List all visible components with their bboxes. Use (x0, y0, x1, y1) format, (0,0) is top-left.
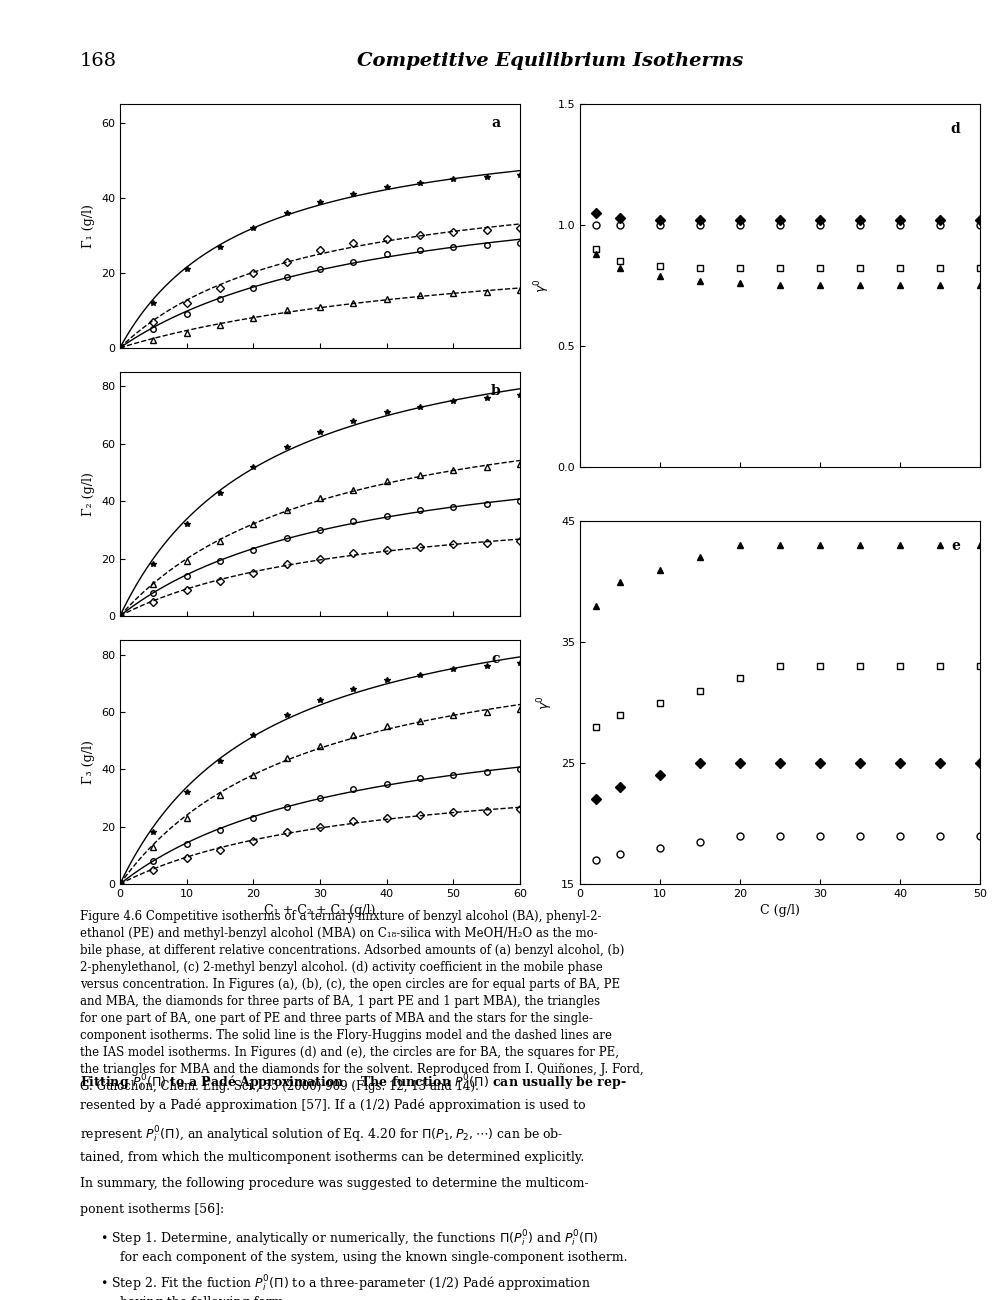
Text: • Step 1. Determine, analytically or numerically, the functions $\Pi(P_i^0)$ and: • Step 1. Determine, analytically or num… (100, 1228, 599, 1249)
Text: having the following form :: having the following form : (120, 1296, 292, 1300)
Text: b: b (490, 385, 500, 398)
Text: Fitting $P_i^0(\Pi)$ to a Padé Approximation    The function $P_i^0(\Pi)$ can us: Fitting $P_i^0(\Pi)$ to a Padé Approxima… (80, 1072, 627, 1093)
Text: c: c (492, 653, 500, 667)
Text: In summary, the following procedure was suggested to determine the multicom-: In summary, the following procedure was … (80, 1176, 589, 1190)
Text: • Step 2. Fit the fuction $P_i^0(\Pi)$ to a three-parameter (1/2) Padé approxima: • Step 2. Fit the fuction $P_i^0(\Pi)$ t… (100, 1274, 591, 1295)
X-axis label: C (g/l): C (g/l) (760, 905, 800, 918)
Text: a: a (491, 116, 500, 130)
Y-axis label: $\gamma^0$: $\gamma^0$ (536, 696, 555, 710)
Text: resented by a Padé approximation [57]. If a (1/2) Padé approximation is used to: resented by a Padé approximation [57]. I… (80, 1098, 586, 1112)
Y-axis label: Γ₁ (g/l): Γ₁ (g/l) (82, 204, 95, 248)
Text: represent $P_i^0(\Pi)$, an analytical solution of Eq. 4.20 for $\Pi(P_1, P_2, \c: represent $P_i^0(\Pi)$, an analytical so… (80, 1124, 564, 1145)
Text: ponent isotherms [56]:: ponent isotherms [56]: (80, 1202, 224, 1216)
Text: 168: 168 (80, 52, 117, 70)
Text: Figure 4.6 Competitive isotherms of a ternary mixture of benzyl alcohol (BA), ph: Figure 4.6 Competitive isotherms of a te… (80, 910, 644, 1093)
X-axis label: C₁ + C₂ + C₃ (g/l): C₁ + C₂ + C₃ (g/l) (264, 905, 376, 918)
Text: for each component of the system, using the known single-component isotherm.: for each component of the system, using … (120, 1251, 628, 1264)
Text: e: e (951, 540, 960, 554)
Y-axis label: Γ₃ (g/l): Γ₃ (g/l) (82, 740, 95, 784)
Text: tained, from which the multicomponent isotherms can be determined explicitly.: tained, from which the multicomponent is… (80, 1150, 584, 1164)
Y-axis label: Γ₂ (g/l): Γ₂ (g/l) (82, 472, 95, 516)
Text: Competitive Equilibrium Isotherms: Competitive Equilibrium Isotherms (357, 52, 743, 70)
Text: d: d (950, 122, 960, 136)
Y-axis label: $\gamma^0$: $\gamma^0$ (532, 278, 552, 292)
